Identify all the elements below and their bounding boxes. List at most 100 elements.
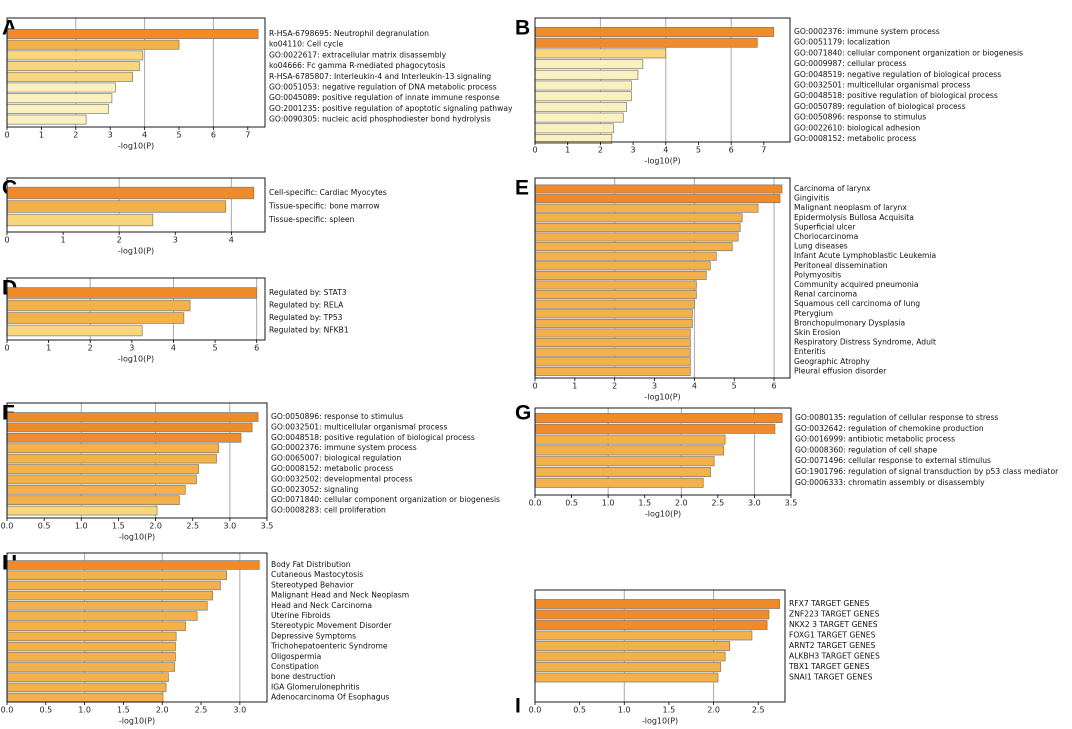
x-tick-label: 0.5 <box>38 522 51 531</box>
term-label: Polymyositis <box>794 270 841 279</box>
term-label: GO:0048519: negative regulation of biolo… <box>794 70 1001 79</box>
panel-letter: G <box>515 401 531 424</box>
x-tick-label: 1.5 <box>117 706 130 715</box>
x-tick-label: 0.0 <box>529 706 542 715</box>
bar <box>534 194 781 204</box>
term-label: GO:0002376: immune system process <box>271 443 417 452</box>
term-label: GO:0022617: extracellular matrix disasse… <box>269 50 447 59</box>
x-axis-label: -log10(P) <box>644 157 680 166</box>
bar <box>534 434 726 445</box>
x-tick-label: 1.5 <box>638 499 651 508</box>
x-tick-label: 3.5 <box>785 499 798 508</box>
bar <box>534 366 691 376</box>
x-tick-label: 0 <box>4 344 9 353</box>
x-axis-label: -log10(P) <box>645 510 681 519</box>
term-label: Respiratory Distress Syndrome, Adult <box>794 338 936 347</box>
bar <box>534 213 743 223</box>
term-label: GO:0071840: cellular component organizat… <box>271 495 500 504</box>
x-tick-label: 0.0 <box>1 522 14 531</box>
x-tick-label: 3 <box>129 344 134 353</box>
bar <box>534 456 715 467</box>
term-label: Pleural effusion disorder <box>794 366 887 375</box>
x-tick-label: 1 <box>39 131 44 140</box>
bar <box>534 222 741 232</box>
x-tick-label: 2 <box>117 236 122 245</box>
bar <box>534 69 639 80</box>
bar <box>534 672 719 683</box>
x-tick-label: 5 <box>176 131 181 140</box>
bar <box>6 61 140 72</box>
x-tick-label: 1 <box>565 146 570 155</box>
panel-letter: E <box>515 176 529 199</box>
x-tick-label: 1 <box>572 382 577 391</box>
bar <box>534 620 768 630</box>
term-label: R-HSA-6785807: Interleukin-4 and Interle… <box>269 72 491 81</box>
bar <box>6 50 144 61</box>
term-label: Depressive Symptoms <box>271 631 356 640</box>
term-label: GO:0071496: cellular response to externa… <box>795 456 991 465</box>
x-tick-label: 2.5 <box>752 706 765 715</box>
bar <box>6 621 186 631</box>
x-tick-label: 2.5 <box>711 499 724 508</box>
x-axis-label: -log10(P) <box>118 142 154 151</box>
term-label: Community acquired pneumonia <box>794 280 919 289</box>
bar <box>6 29 259 39</box>
bar <box>6 641 176 652</box>
term-label: Infant Acute Lymphoblastic Leukemia <box>794 251 936 260</box>
bar <box>534 290 697 300</box>
term-label: GO:0016999: antibiotic metabolic process <box>795 435 955 444</box>
term-label: Renal carcinoma <box>794 290 857 299</box>
term-label: GO:0023052: signaling <box>271 485 358 494</box>
bar <box>6 662 175 672</box>
bar <box>534 270 707 280</box>
x-axis-label: -log10(P) <box>644 393 680 402</box>
term-label: Pterygium <box>794 309 833 318</box>
x-tick-label: 4 <box>142 131 147 140</box>
term-label: SNAI1 TARGET GENES <box>789 673 873 682</box>
x-tick-label: 1.0 <box>78 706 91 715</box>
bar <box>6 464 200 474</box>
x-tick-label: 0 <box>532 146 537 155</box>
bar <box>534 413 783 423</box>
bar <box>534 309 693 319</box>
plot-frame <box>6 552 268 703</box>
bar <box>6 453 217 464</box>
term-label: GO:0080135: regulation of cellular respo… <box>795 413 998 422</box>
term-label: GO:0050789: regulation of biological pro… <box>794 102 966 111</box>
plot-frame <box>534 17 791 143</box>
term-label: Oligospermia <box>271 652 321 661</box>
plot-frame <box>534 589 786 703</box>
bar <box>6 560 260 570</box>
x-tick-label: 3.0 <box>223 522 236 531</box>
plot-frame <box>6 17 266 128</box>
term-label: Head and Neck Carcinoma <box>271 601 372 610</box>
x-tick-label: 0.0 <box>529 499 542 508</box>
term-label: Skin Erosion <box>794 328 841 337</box>
x-tick-label: 1.0 <box>75 522 88 531</box>
plot-frame <box>6 177 266 233</box>
bar <box>534 232 739 242</box>
bar <box>6 682 167 693</box>
bar <box>6 103 109 114</box>
bar <box>6 71 133 82</box>
term-label: GO:0050896: response to stimulus <box>271 412 403 421</box>
x-tick-label: 5 <box>213 344 218 353</box>
x-tick-label: 1.5 <box>663 706 676 715</box>
term-label: R-HSA-6798695: Neutrophil degranulation <box>269 29 429 38</box>
x-tick-label: 2 <box>73 131 78 140</box>
bar <box>6 200 227 213</box>
term-label: GO:0002376: immune system process <box>794 27 940 36</box>
x-tick-label: 2.0 <box>675 499 688 508</box>
bar <box>534 599 780 609</box>
term-label: GO:0090305: nucleic acid phosphodiester … <box>269 115 491 124</box>
term-label: GO:0008152: metabolic process <box>794 134 916 143</box>
term-label: Adenocarcinoma Of Esophagus <box>271 693 389 702</box>
bar <box>534 357 691 367</box>
x-tick-label: 6 <box>729 146 734 155</box>
bar <box>534 37 758 48</box>
bar <box>534 651 726 662</box>
x-tick-label: 4 <box>663 146 668 155</box>
bar <box>534 423 776 434</box>
panel-e: E Carcinoma of larynxGingivitisMalignant … <box>515 176 936 401</box>
term-label: GO:0065007: biological regulation <box>271 454 401 463</box>
